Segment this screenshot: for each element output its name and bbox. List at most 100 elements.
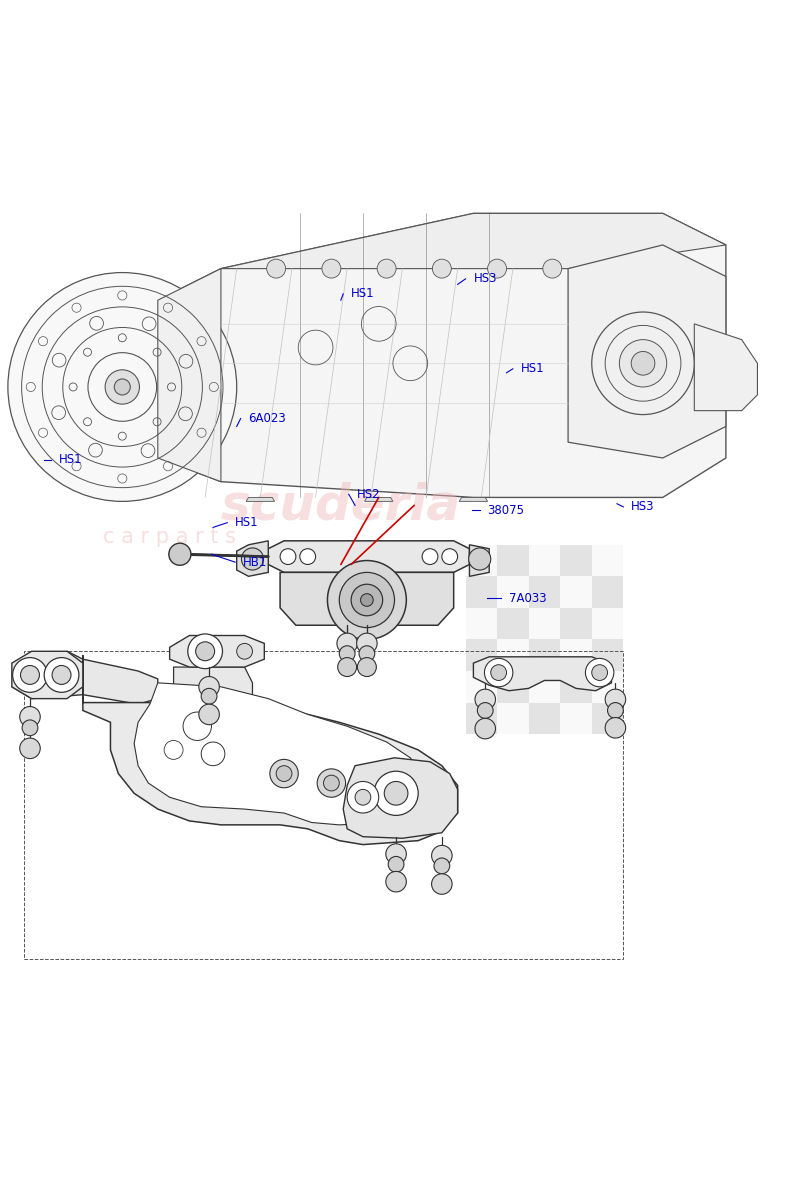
Circle shape — [44, 658, 79, 692]
Circle shape — [267, 259, 286, 278]
Polygon shape — [459, 498, 488, 502]
Polygon shape — [365, 498, 393, 502]
Circle shape — [432, 259, 451, 278]
Bar — [466, 576, 497, 608]
Bar — [592, 702, 623, 734]
Circle shape — [237, 643, 252, 659]
Bar — [529, 576, 560, 608]
Bar — [529, 702, 560, 734]
Circle shape — [608, 702, 623, 719]
Circle shape — [20, 738, 40, 758]
Circle shape — [361, 594, 373, 606]
Polygon shape — [469, 545, 489, 576]
Polygon shape — [473, 656, 611, 691]
Circle shape — [355, 790, 371, 805]
Circle shape — [21, 666, 39, 684]
Bar — [466, 640, 497, 671]
Circle shape — [199, 704, 219, 725]
Circle shape — [300, 548, 316, 564]
Circle shape — [422, 548, 438, 564]
Circle shape — [323, 775, 339, 791]
Text: HS1: HS1 — [521, 362, 544, 376]
Circle shape — [357, 634, 377, 654]
Circle shape — [339, 572, 394, 628]
Circle shape — [442, 548, 458, 564]
Circle shape — [377, 259, 396, 278]
Polygon shape — [174, 667, 252, 702]
Bar — [497, 545, 529, 576]
Bar — [466, 671, 497, 702]
Bar — [24, 652, 623, 959]
Circle shape — [188, 634, 222, 668]
Circle shape — [169, 544, 191, 565]
Circle shape — [22, 720, 38, 736]
Circle shape — [164, 740, 183, 760]
Circle shape — [327, 560, 406, 640]
Text: HS1: HS1 — [351, 287, 375, 300]
Polygon shape — [280, 572, 454, 625]
Circle shape — [270, 760, 298, 787]
Bar — [497, 702, 529, 734]
Bar — [529, 545, 560, 576]
Circle shape — [351, 584, 383, 616]
Polygon shape — [158, 269, 221, 481]
Circle shape — [8, 272, 237, 502]
Circle shape — [114, 379, 130, 395]
Circle shape — [338, 658, 357, 677]
Circle shape — [317, 769, 346, 797]
Text: c a r p a r t s: c a r p a r t s — [103, 527, 235, 547]
Circle shape — [386, 871, 406, 892]
Bar — [466, 702, 497, 734]
Circle shape — [201, 689, 217, 704]
Bar — [560, 608, 592, 640]
Circle shape — [484, 659, 513, 686]
Polygon shape — [134, 683, 426, 824]
Circle shape — [105, 370, 140, 404]
Circle shape — [469, 548, 491, 570]
Text: 38075: 38075 — [488, 504, 525, 516]
Text: 6A023: 6A023 — [249, 412, 286, 425]
Polygon shape — [237, 541, 268, 576]
Bar — [497, 608, 529, 640]
Circle shape — [201, 742, 225, 766]
Circle shape — [52, 666, 71, 684]
Bar — [560, 576, 592, 608]
Polygon shape — [83, 655, 458, 845]
Text: HS2: HS2 — [357, 487, 380, 500]
Bar — [560, 640, 592, 671]
Circle shape — [280, 548, 296, 564]
Polygon shape — [12, 652, 158, 704]
Text: scuderia: scuderia — [221, 481, 461, 529]
Text: HS3: HS3 — [631, 500, 655, 514]
Circle shape — [384, 781, 408, 805]
Circle shape — [196, 642, 215, 661]
Bar — [560, 702, 592, 734]
Circle shape — [605, 718, 626, 738]
Bar — [560, 545, 592, 576]
Circle shape — [388, 857, 404, 872]
Circle shape — [374, 772, 418, 815]
Circle shape — [619, 340, 667, 386]
Text: HS1: HS1 — [59, 454, 83, 466]
Bar — [497, 576, 529, 608]
Bar — [529, 671, 560, 702]
Polygon shape — [170, 636, 264, 667]
Circle shape — [13, 658, 47, 692]
Circle shape — [199, 677, 219, 697]
Circle shape — [20, 707, 40, 727]
Text: HS3: HS3 — [473, 272, 497, 286]
Circle shape — [592, 665, 608, 680]
Text: 7A033: 7A033 — [509, 592, 547, 605]
Text: HS1: HS1 — [235, 516, 259, 529]
Circle shape — [337, 634, 357, 654]
Circle shape — [432, 845, 452, 866]
Polygon shape — [268, 541, 469, 572]
Polygon shape — [246, 498, 275, 502]
Circle shape — [347, 781, 379, 814]
Circle shape — [183, 712, 211, 740]
Bar — [497, 671, 529, 702]
Circle shape — [434, 858, 450, 874]
Bar — [466, 545, 497, 576]
Bar — [466, 608, 497, 640]
Circle shape — [585, 659, 614, 686]
